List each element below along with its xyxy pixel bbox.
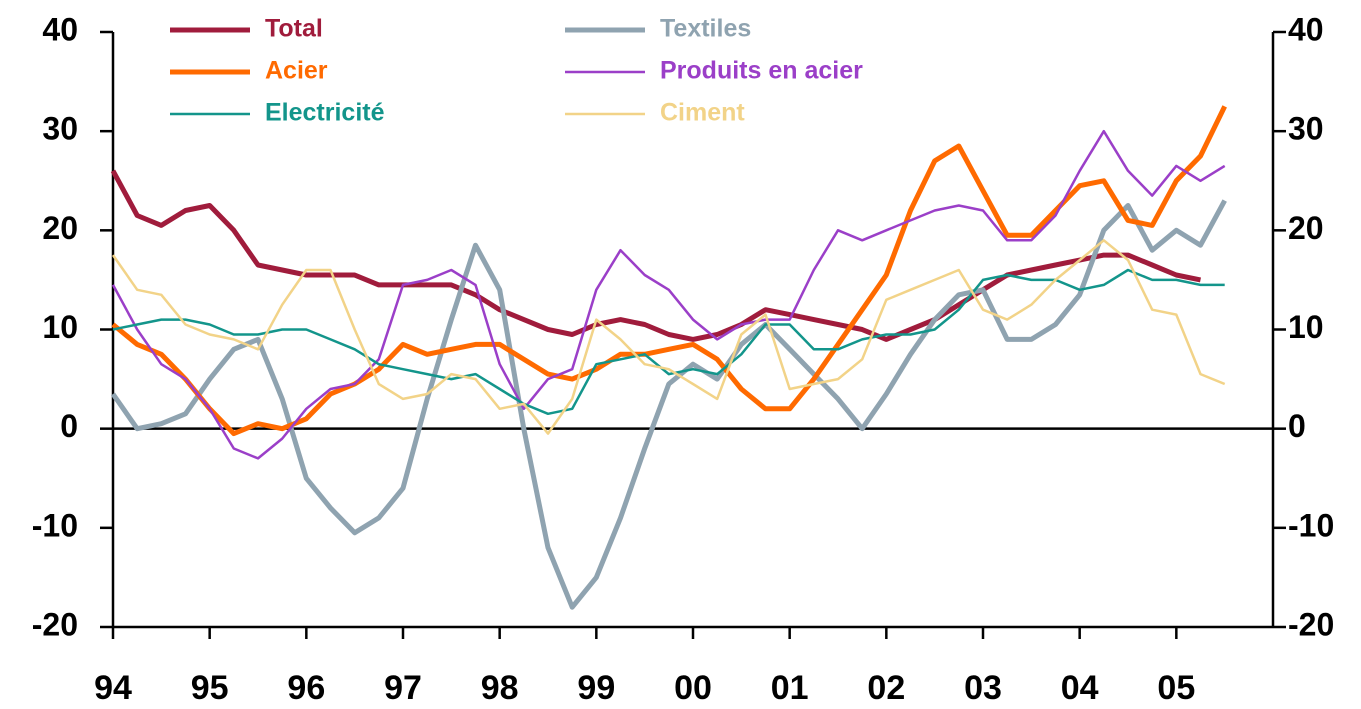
x-tick-label: 94 xyxy=(94,669,132,707)
y-tick-label: 30 xyxy=(42,111,78,147)
y2-tick-label: 20 xyxy=(1288,210,1324,246)
legend-label: Electricité xyxy=(265,99,385,127)
x-tick-label: 97 xyxy=(384,669,422,707)
y2-tick-label: 0 xyxy=(1288,408,1306,444)
legend-label: Total xyxy=(265,15,323,43)
x-tick-label: 99 xyxy=(577,669,615,707)
legend-label: Acier xyxy=(265,57,328,85)
series-line xyxy=(110,199,1227,610)
x-tick-label: 02 xyxy=(867,669,905,707)
x-tick-label: 98 xyxy=(481,669,519,707)
y2-tick-label: 10 xyxy=(1288,309,1324,345)
x-tick-label: 00 xyxy=(674,669,712,707)
x-tick-label: 04 xyxy=(1061,669,1099,707)
series-line xyxy=(111,129,1226,460)
y-tick-label: 20 xyxy=(42,210,78,246)
y-tick-label: -10 xyxy=(32,507,78,543)
legend-label: Ciment xyxy=(660,99,745,127)
series-line xyxy=(110,169,1201,342)
legend-label: Produits en acier xyxy=(660,57,863,85)
series-line xyxy=(111,239,1226,435)
y2-tick-label: 40 xyxy=(1288,11,1324,47)
legend-label: Textiles xyxy=(660,15,751,43)
x-tick-label: 03 xyxy=(964,669,1002,707)
x-tick-label: 96 xyxy=(287,669,325,707)
y-tick-label: 40 xyxy=(42,11,78,47)
series-line xyxy=(111,105,1227,437)
y-tick-label: 10 xyxy=(42,309,78,345)
y-tick-label: -20 xyxy=(32,606,78,642)
x-tick-label: 05 xyxy=(1157,669,1195,707)
x-tick-label: 95 xyxy=(191,669,229,707)
y2-tick-label: 30 xyxy=(1288,111,1324,147)
series-line xyxy=(112,268,1225,416)
y-tick-label: 0 xyxy=(60,408,78,444)
y2-tick-label: -10 xyxy=(1288,507,1334,543)
y2-tick-label: -20 xyxy=(1288,606,1334,642)
x-tick-label: 01 xyxy=(771,669,809,707)
